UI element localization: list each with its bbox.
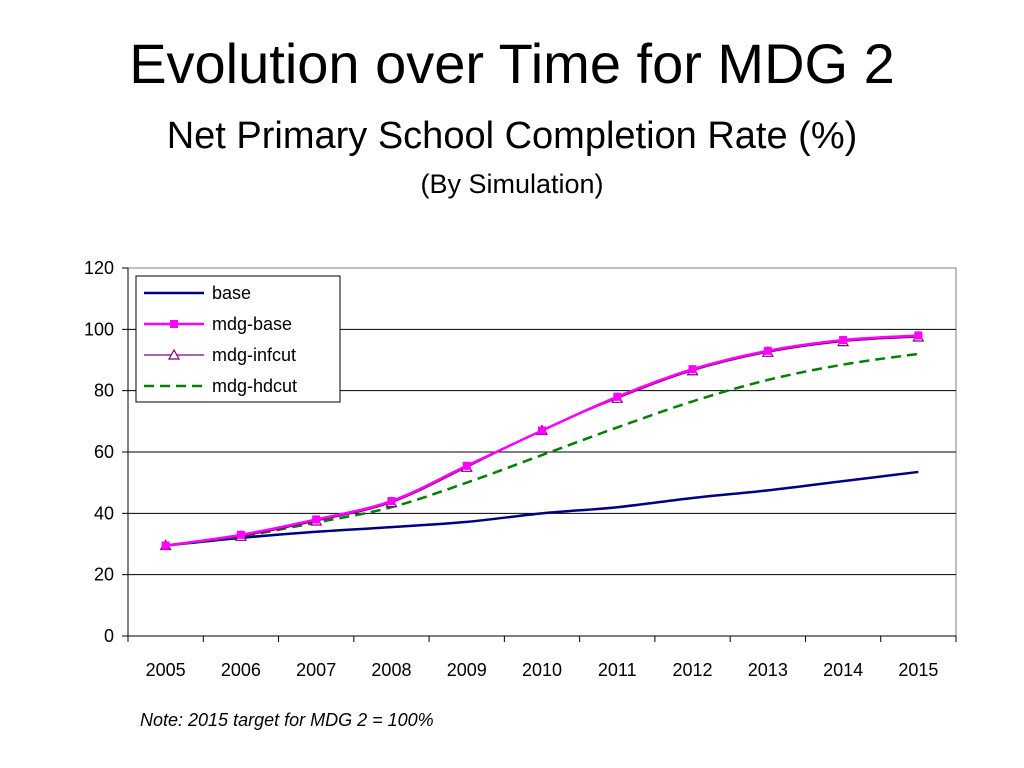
data-point-mdg-base	[236, 530, 245, 539]
data-point-mdg-base	[538, 426, 546, 435]
x-tick-label: 2008	[371, 660, 411, 680]
legend-box	[135, 275, 341, 403]
series-line-base	[165, 470, 919, 547]
y-tick-label: 80	[94, 381, 114, 401]
legend-marker-mdg-infcut	[167, 348, 181, 360]
x-tick-label: 2011	[598, 660, 637, 680]
x-tick-label: 2005	[146, 660, 186, 680]
x-tick-label: 2012	[673, 660, 713, 680]
series-group	[159, 330, 925, 551]
legend-label-mdg-hdcut: mdg-hdcut	[212, 376, 297, 396]
legend: base mdg-base mdg-infcut mdg-hdcut	[135, 275, 341, 403]
x-tick-label: 2006	[221, 660, 261, 680]
x-tick-label: 2009	[447, 660, 487, 680]
x-tick-label: 2015	[898, 660, 938, 680]
y-tick-label: 60	[94, 442, 114, 462]
slide-subtitle: Net Primary School Completion Rate (%)	[166, 115, 858, 157]
y-tick-label: 0	[104, 626, 114, 646]
data-point-mdg-base	[613, 392, 622, 401]
slide-subsubtitle: (By Simulation)	[420, 169, 604, 199]
data-point-mdg-base	[688, 365, 697, 374]
legend-marker-mdg-base	[170, 320, 178, 328]
data-point-mdg-base	[914, 331, 923, 340]
data-point-mdg-base	[763, 346, 772, 355]
y-tick-label: 100	[84, 319, 114, 339]
legend-label-mdg-infcut: mdg-infcut	[212, 345, 296, 365]
y-tick-label: 40	[94, 503, 114, 523]
x-tick-label: 2013	[748, 660, 788, 680]
data-point-mdg-base	[839, 336, 848, 345]
slide-title: Evolution over Time for MDG 2	[129, 32, 895, 95]
data-point-mdg-base	[161, 541, 170, 550]
x-tick-label: 2014	[823, 660, 863, 680]
x-tick-label: 2010	[522, 660, 562, 680]
chart-note: Note: 2015 target for MDG 2 = 100%	[140, 710, 434, 730]
legend-label-base: base	[212, 283, 251, 303]
x-tick-label: 2007	[296, 660, 336, 680]
y-tick-label: 20	[94, 565, 114, 585]
data-point-mdg-base	[312, 515, 321, 524]
data-point-mdg-base	[387, 497, 396, 506]
series-line-mdg-hdcut	[165, 352, 919, 547]
y-tick-label: 120	[84, 258, 114, 278]
axes: 0 20 40 60 80 100 120 2005 2006 2007 2008 2009 2010 2…	[84, 258, 957, 680]
data-point-mdg-base	[462, 461, 471, 470]
legend-label-mdg-base: mdg-base	[212, 314, 292, 334]
